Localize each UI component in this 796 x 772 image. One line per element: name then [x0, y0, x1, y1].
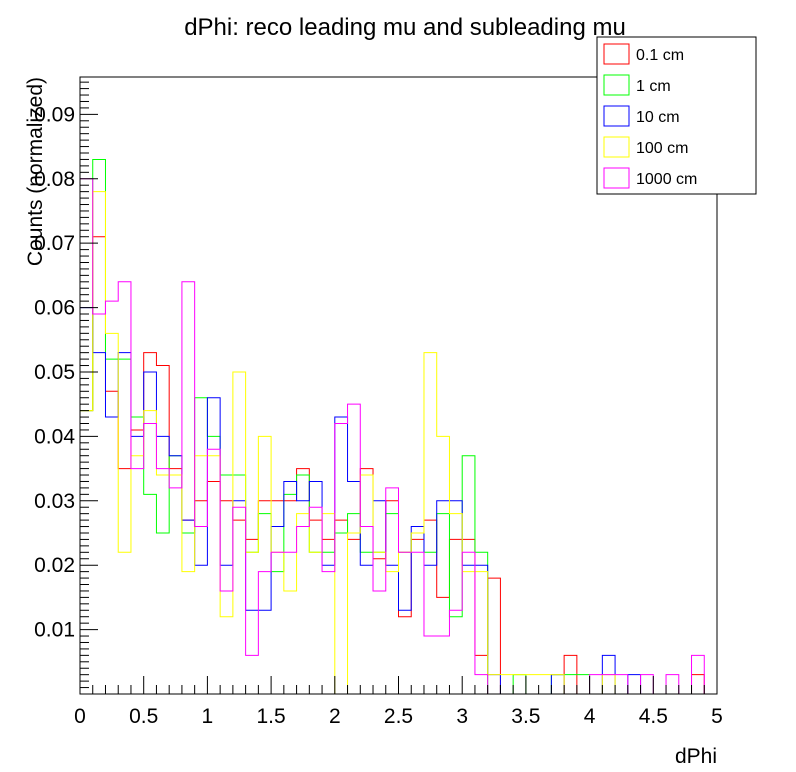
- legend-swatch: [603, 136, 630, 158]
- x-tick-label: 2: [329, 705, 341, 728]
- y-tick-label: 0.06: [34, 297, 75, 320]
- x-tick-label: 0: [74, 705, 86, 728]
- y-axis-label: Counts (normalized): [24, 77, 47, 266]
- series-layer: [79, 158, 717, 695]
- legend-swatch: [603, 74, 630, 96]
- x-axis: 0 0.5 1 1.5 2 2.5 3 3.5 4 4.5 5: [74, 676, 723, 728]
- x-tick-label: 1.5: [256, 705, 285, 728]
- y-tick-label: 0.02: [34, 554, 75, 577]
- y-tick-label: 0.07: [34, 232, 75, 255]
- legend-label: 1 cm: [636, 78, 671, 95]
- y-tick-label: 0.08: [34, 168, 75, 191]
- x-tick-label: 4.5: [639, 705, 668, 728]
- legend-label: 10 cm: [636, 109, 680, 126]
- x-tick-label: 4: [584, 705, 596, 728]
- legend-swatch: [603, 43, 630, 65]
- series-line-4: [79, 178, 717, 695]
- y-tick-label: 0.04: [34, 425, 75, 448]
- x-axis-label: dPhi: [675, 745, 717, 768]
- legend-label: 100 cm: [636, 140, 688, 157]
- x-tick-label: 3.5: [511, 705, 540, 728]
- y-tick-label: 0.03: [34, 490, 75, 513]
- x-tick-label: 1: [202, 705, 214, 728]
- series-line-0: [79, 236, 717, 695]
- x-tick-label: 2.5: [384, 705, 413, 728]
- legend: 0.1 cm 1 cm 10 cm 100 cm 1000 cm: [596, 36, 757, 195]
- legend-swatch: [603, 105, 630, 127]
- x-tick-label: 5: [711, 705, 723, 728]
- legend-label: 1000 cm: [636, 171, 697, 188]
- series-line-3: [79, 191, 717, 695]
- legend-label: 0.1 cm: [636, 47, 684, 64]
- x-tick-label: 3: [456, 705, 468, 728]
- y-axis: 0.01 0.02 0.03 0.04 0.05 0.06 0.07 0.08 0.09: [34, 81, 98, 689]
- legend-swatch: [603, 167, 630, 189]
- y-tick-label: 0.01: [34, 619, 75, 642]
- y-tick-label: 0.09: [34, 103, 75, 126]
- chart-title: dPhi: reco leading mu and subleading mu: [184, 14, 626, 41]
- y-tick-label: 0.05: [34, 361, 75, 384]
- x-tick-label: 0.5: [129, 705, 158, 728]
